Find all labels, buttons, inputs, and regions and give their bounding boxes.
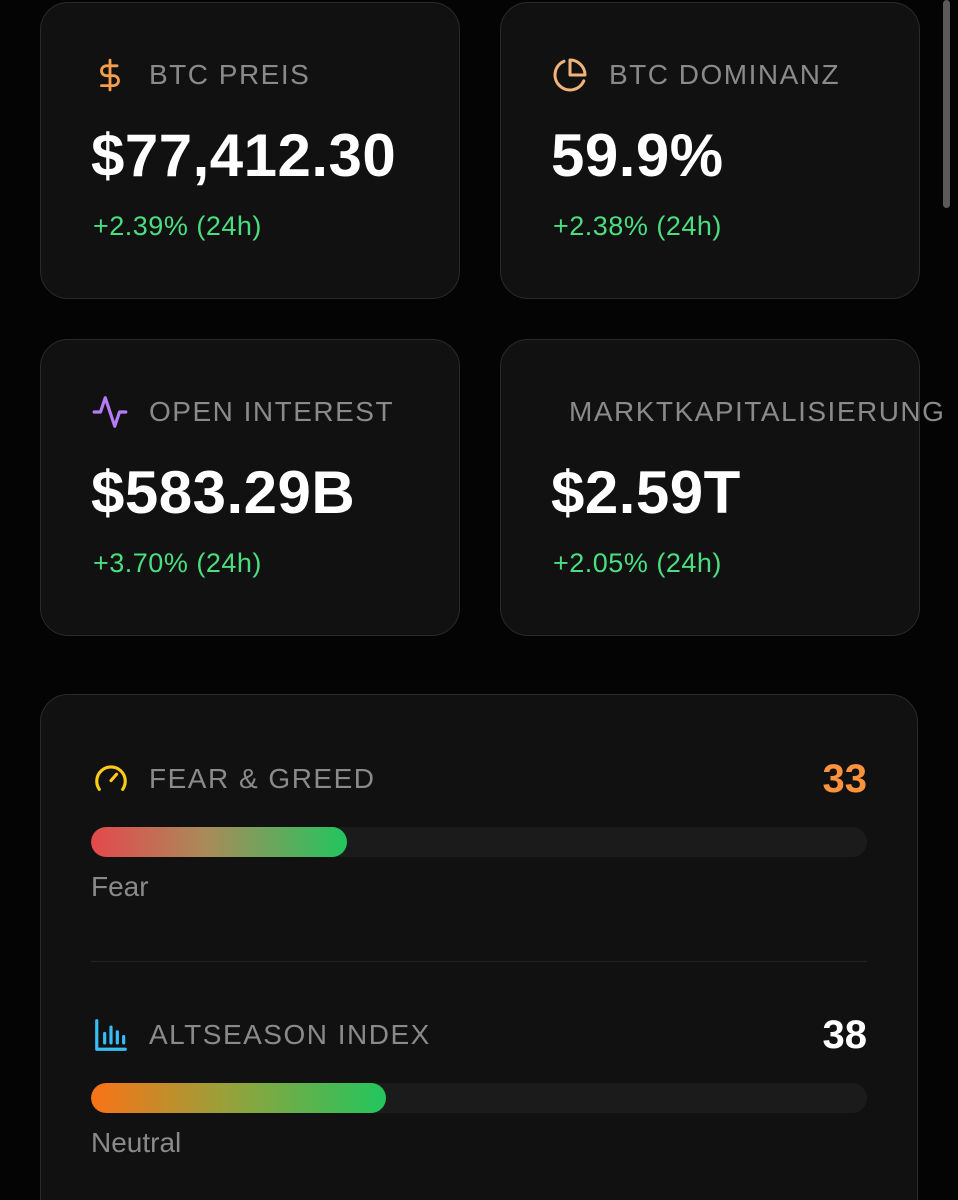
gauge-icon [91, 759, 131, 799]
card-header: MARKTKAPITALISIERUNG [569, 392, 945, 432]
open-interest-card[interactable]: OPEN INTEREST $583.29B +3.70% (24h) [40, 339, 460, 636]
index-label: FEAR & GREED [149, 763, 376, 794]
market-cap-value: $2.59T [551, 459, 741, 526]
fear-greed-row[interactable]: FEAR & GREED 33 Fear [91, 757, 867, 902]
altseason-row[interactable]: ALTSEASON INDEX 38 Neutral [91, 1013, 867, 1158]
altseason-bar-track [91, 1083, 867, 1113]
index-header: FEAR & GREED 33 [91, 757, 867, 801]
card-label: OPEN INTEREST [149, 396, 395, 427]
card-label: MARKTKAPITALISIERUNG [569, 396, 946, 427]
open-interest-change: +3.70% (24h) [93, 548, 262, 578]
card-label: BTC DOMINANZ [609, 59, 841, 90]
fear-greed-bar-track [91, 827, 867, 857]
btc-price-value: $77,412.30 [91, 122, 397, 189]
btc-price-card[interactable]: BTC PREIS $77,412.30 +2.39% (24h) [40, 2, 460, 299]
bar-chart-icon [91, 1015, 131, 1055]
dollar-icon [91, 56, 129, 94]
index-label: ALTSEASON INDEX [149, 1019, 431, 1050]
fear-greed-value: 33 [822, 757, 868, 801]
altseason-caption: Neutral [91, 1127, 182, 1158]
market-cap-card[interactable]: MARKTKAPITALISIERUNG $2.59T +2.05% (24h) [500, 339, 944, 636]
pie-chart-icon [551, 56, 589, 94]
card-label: BTC PREIS [149, 59, 311, 90]
fear-greed-bar-fill [91, 827, 348, 857]
altseason-bar-fill [91, 1083, 386, 1113]
btc-dominance-value: 59.9% [551, 122, 724, 189]
open-interest-value: $583.29B [91, 459, 356, 526]
fear-greed-caption: Fear [91, 871, 149, 902]
activity-icon [91, 393, 129, 431]
altseason-value: 38 [822, 1013, 868, 1057]
btc-price-change: +2.39% (24h) [93, 211, 262, 241]
market-cap-change: +2.05% (24h) [553, 548, 722, 578]
card-header: BTC PREIS [93, 55, 310, 95]
card-header: OPEN INTEREST [91, 392, 395, 432]
index-header: ALTSEASON INDEX 38 [91, 1013, 867, 1057]
sentiment-card: FEAR & GREED 33 Fear [40, 694, 918, 1200]
card-header: BTC DOMINANZ [553, 55, 840, 95]
btc-dominance-card[interactable]: BTC DOMINANZ 59.9% +2.38% (24h) [500, 2, 920, 299]
btc-dominance-change: +2.38% (24h) [553, 211, 722, 241]
divider [91, 961, 867, 962]
scrollbar[interactable] [943, 0, 950, 208]
